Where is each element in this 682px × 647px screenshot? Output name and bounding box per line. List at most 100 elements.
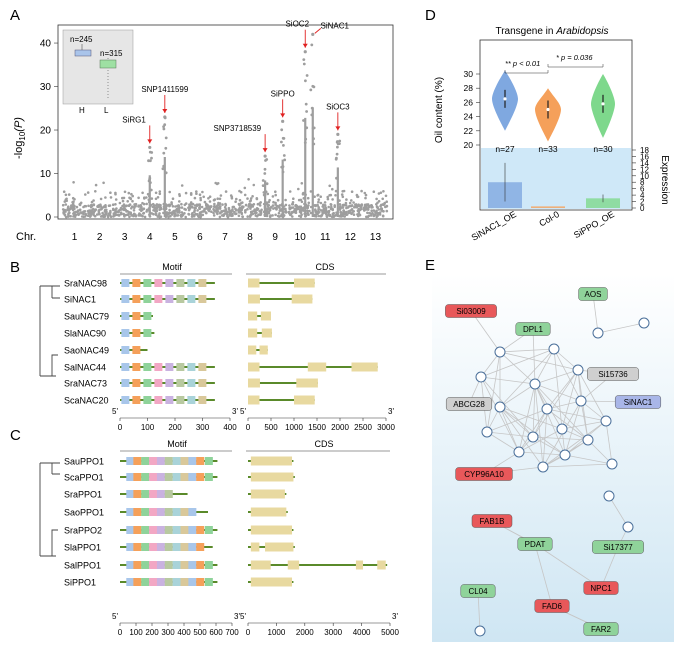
- snp-point: [305, 110, 308, 113]
- exon-box: [250, 472, 294, 482]
- snp-point: [178, 200, 181, 203]
- snp-point: [83, 215, 87, 218]
- snp-point: [94, 190, 97, 193]
- snp-point: [100, 207, 103, 211]
- snp-point: [263, 154, 267, 158]
- snp-point: [303, 50, 307, 54]
- snp-point: [305, 74, 309, 77]
- network-edge: [553, 348, 582, 402]
- snp-point: [212, 207, 215, 211]
- snp-point: [302, 62, 306, 66]
- snp-point: [338, 139, 342, 143]
- snp-point: [177, 206, 181, 210]
- inset-background: [62, 29, 134, 105]
- network-edge: [561, 420, 607, 430]
- snp-point: [78, 208, 82, 212]
- snp-point: [104, 211, 108, 214]
- snp-point: [288, 210, 291, 214]
- motif-box: [154, 379, 163, 387]
- snp-point: [317, 198, 321, 201]
- snp-point: [193, 210, 196, 213]
- snp-point: [210, 210, 213, 213]
- motif-box: [149, 543, 158, 551]
- snp-point: [231, 209, 234, 212]
- motif-tick-label: 200: [168, 423, 182, 432]
- snp-point: [102, 181, 105, 185]
- network-edge: [534, 383, 582, 402]
- snp-point: [115, 207, 118, 210]
- snp-point: [99, 205, 103, 208]
- motif-box: [121, 379, 130, 387]
- network-gene-label: FAR2: [591, 625, 612, 634]
- inset-n-high: n=245: [70, 35, 93, 44]
- snp-point: [131, 194, 134, 198]
- snp-point: [191, 202, 195, 206]
- snp-point: [344, 201, 348, 205]
- network-node: [582, 434, 594, 446]
- snp-point: [131, 199, 134, 203]
- gene-label: ScaPPO1: [64, 473, 104, 483]
- network-edge: [532, 328, 536, 385]
- snp-point: [114, 198, 118, 201]
- snp-point: [202, 195, 205, 199]
- snp-point: [248, 215, 252, 218]
- snp-point: [154, 197, 158, 201]
- snp-point: [122, 208, 126, 212]
- snp-point: [306, 209, 309, 212]
- snp-point: [222, 214, 225, 217]
- snp-point: [241, 215, 244, 219]
- snp-point: [172, 209, 175, 213]
- motif-box: [196, 457, 205, 465]
- network-gene-node: [614, 395, 662, 409]
- snp-point: [111, 203, 115, 206]
- snp-point: [261, 184, 265, 188]
- snp-point: [122, 203, 126, 206]
- y2-tick-label: 2: [640, 198, 645, 207]
- gene-label: SiNAC1: [64, 295, 96, 305]
- snp-point: [327, 211, 331, 214]
- chromosome-label: 3: [122, 232, 128, 243]
- snp-point: [112, 213, 116, 217]
- snp-point: [375, 197, 378, 201]
- network-edge: [564, 400, 582, 456]
- network-node: [548, 343, 560, 355]
- snp-point: [180, 211, 184, 214]
- y-tick-label: 10: [40, 169, 52, 180]
- snp-point: [128, 215, 131, 219]
- snp-point: [112, 208, 115, 212]
- sig-label-1: ** p < 0.01: [505, 59, 540, 68]
- snp-point: [377, 192, 381, 195]
- snp-point: [313, 214, 317, 218]
- snp-point: [145, 196, 148, 199]
- snp-point: [218, 215, 222, 219]
- snp-point: [244, 203, 248, 207]
- motif-axis-start: 5': [112, 407, 118, 416]
- snp-point: [132, 209, 136, 212]
- snp-point: [191, 211, 194, 215]
- motif-box: [133, 473, 142, 481]
- network-edge: [532, 369, 579, 438]
- snp-point: [302, 119, 305, 122]
- snp-point: [316, 204, 319, 207]
- panel-b-cds-title: CDS: [315, 262, 334, 272]
- snp-point: [163, 115, 167, 119]
- motif-box: [133, 578, 142, 586]
- snp-point: [114, 209, 117, 213]
- snp-point: [259, 201, 263, 204]
- snp-point: [64, 193, 68, 197]
- snp-point: [180, 184, 184, 187]
- motif-box: [121, 312, 130, 320]
- gene-label: SaoPPO1: [64, 508, 104, 518]
- snp-point: [95, 213, 99, 216]
- cds-axis-start: 5': [240, 407, 246, 416]
- snp-point: [249, 197, 253, 200]
- snp-point: [332, 215, 336, 218]
- network-node: [537, 461, 549, 473]
- snp-point: [154, 208, 157, 211]
- snp-point: [205, 205, 208, 208]
- network-gene-label: AOS: [585, 290, 602, 299]
- network-gene-node: [455, 467, 513, 481]
- network-edge: [480, 376, 520, 453]
- snp-point: [377, 199, 381, 203]
- snp-point: [102, 215, 106, 218]
